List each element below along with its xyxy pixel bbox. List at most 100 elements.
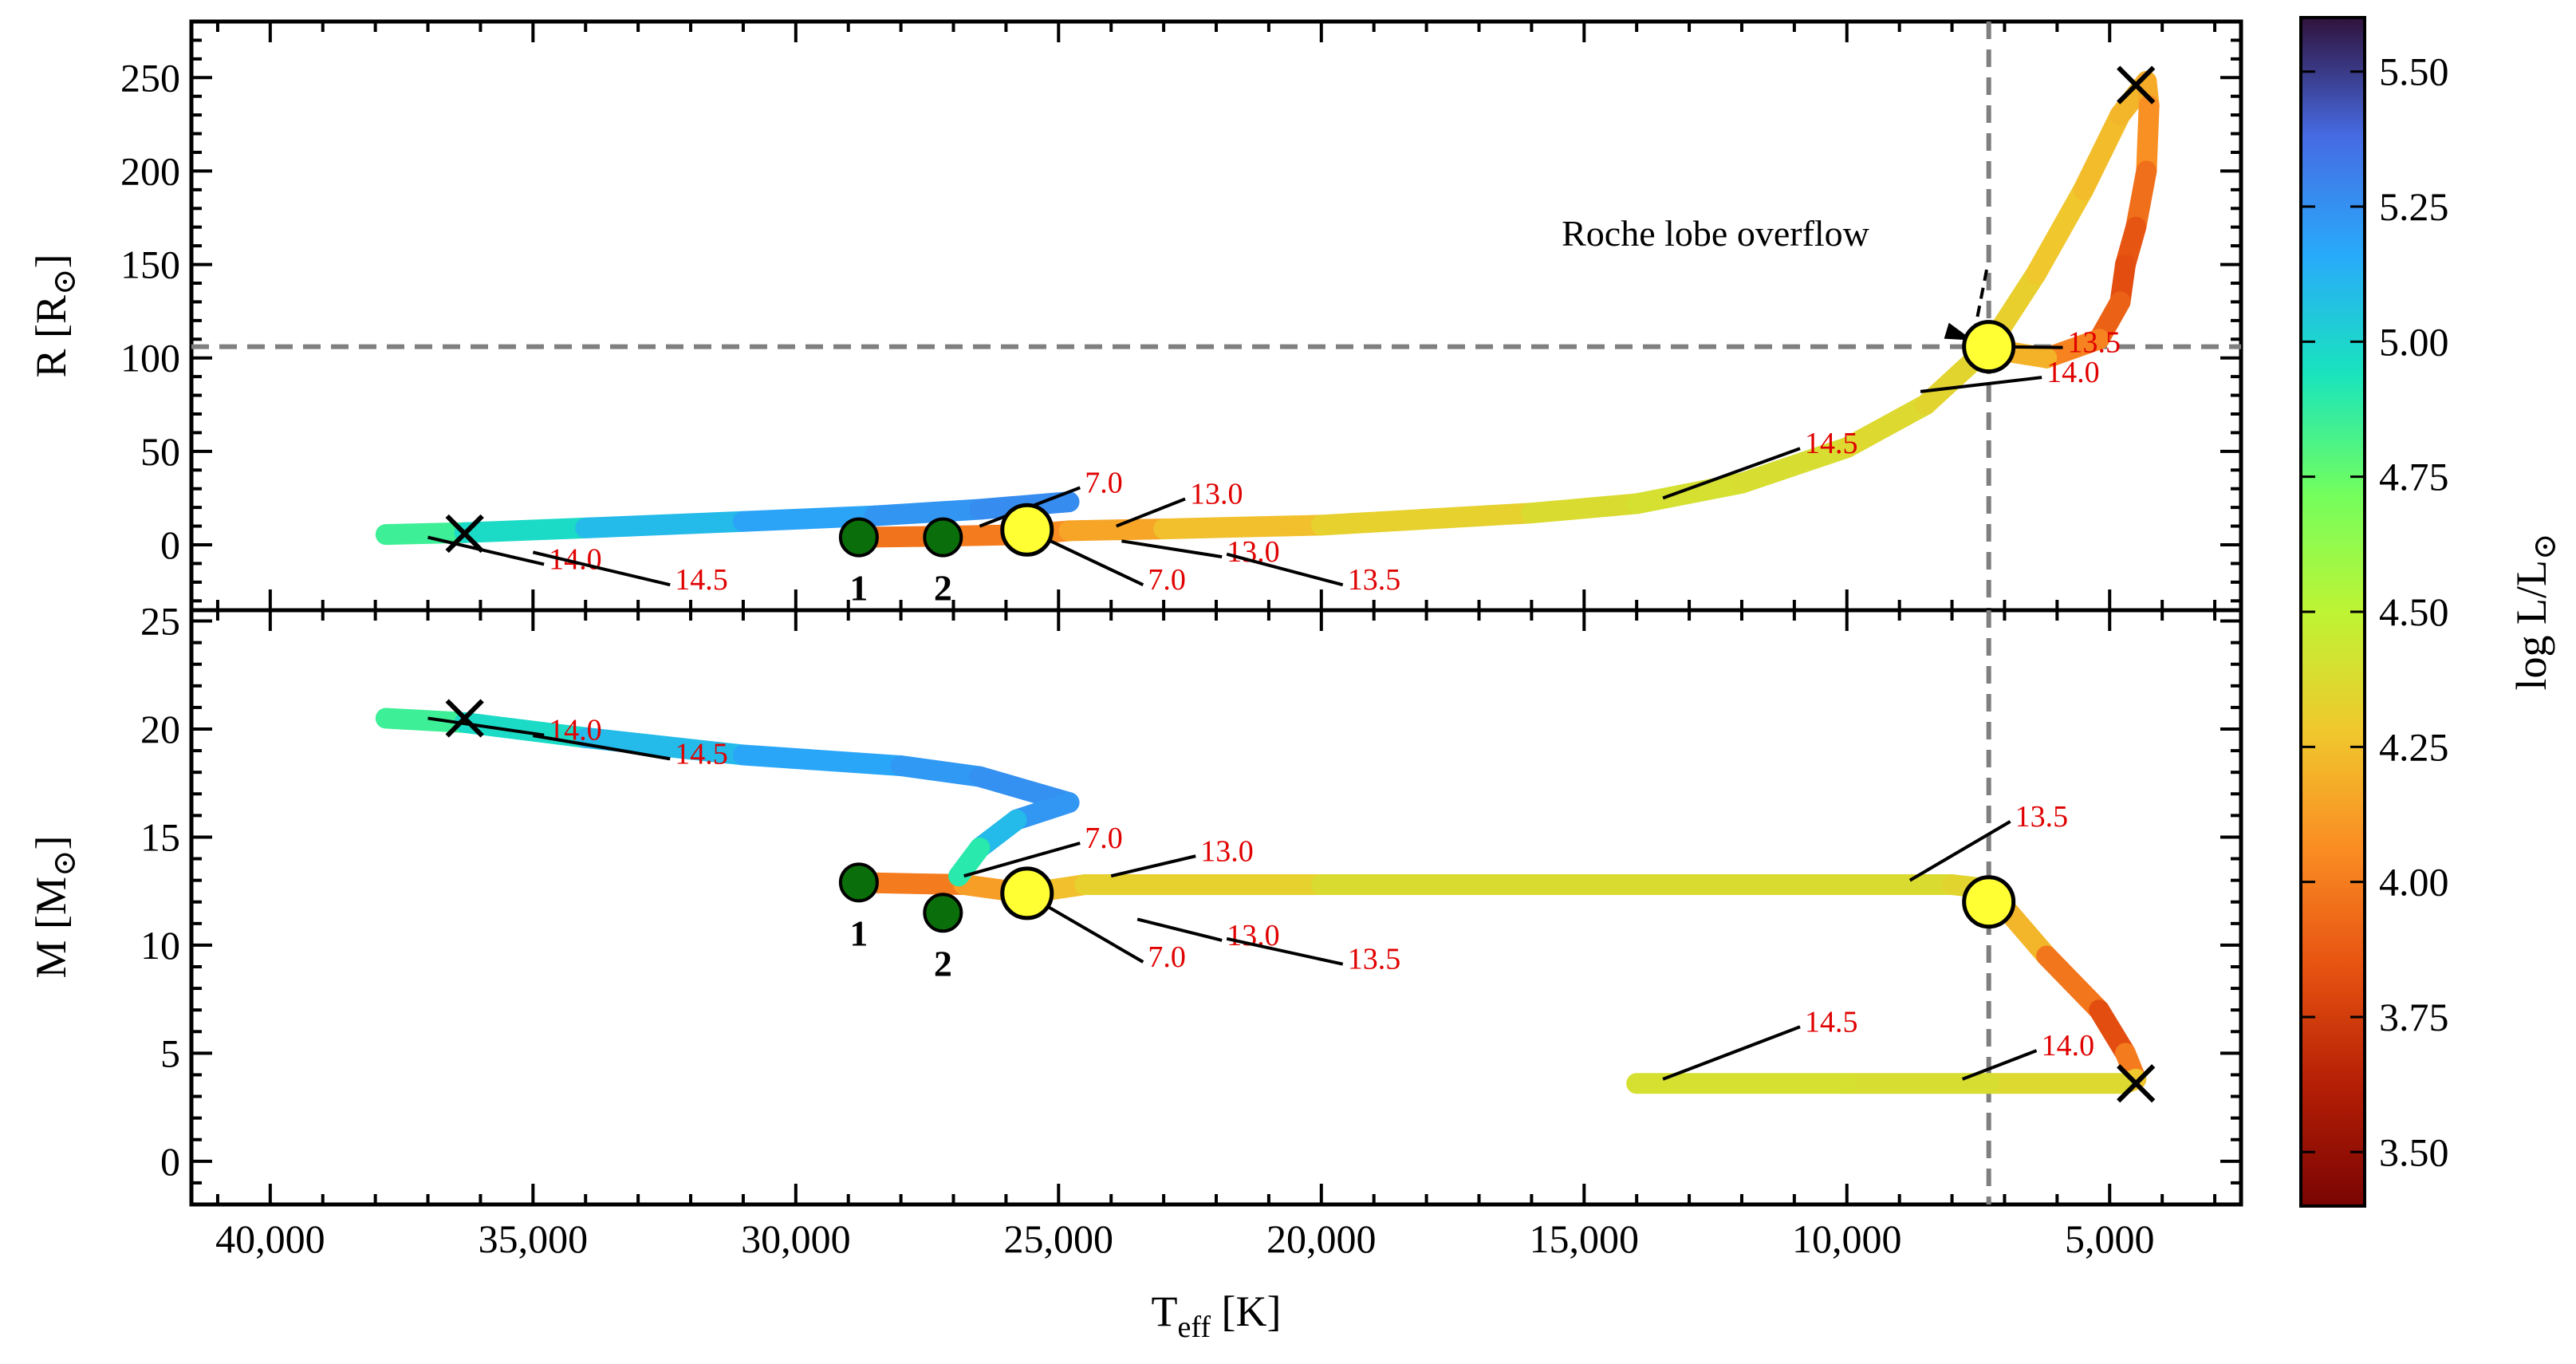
y-tick-label: 250 <box>120 55 180 100</box>
age-label-leader <box>1962 1049 2038 1081</box>
zams-marker <box>923 517 963 558</box>
track-segment <box>1058 518 1175 542</box>
age-label-leader <box>532 734 671 761</box>
x-tick-label: 5,000 <box>2065 1216 2155 1261</box>
y-tick-label: 15 <box>140 814 180 859</box>
age-label-leader <box>1110 854 1196 878</box>
track-segment <box>1153 514 1332 540</box>
zams-marker-label: 2 <box>934 568 952 609</box>
x-tick-label: 30,000 <box>741 1216 851 1261</box>
mass-panel-overlay: 7.07.013.013.013.514.014.513.514.014.512 <box>427 699 2156 1103</box>
age-label-leader <box>1908 820 2011 882</box>
y-tick-label: 5 <box>160 1031 180 1075</box>
rlof-marker <box>1000 503 1054 557</box>
track-segment <box>732 744 912 777</box>
age-label: 13.5 <box>2068 326 2121 360</box>
colorbar: 3.50 3.75 4.00 4.25 4.50 4.75 5.00 5.25 5.50 <box>2299 16 2449 1208</box>
track-segment <box>890 755 991 787</box>
age-label: 13.0 <box>1200 834 1254 868</box>
rlof-marker <box>1962 875 2016 929</box>
age-label: 13.0 <box>1227 535 1280 569</box>
track-segment <box>732 505 885 532</box>
track-segment <box>575 727 754 766</box>
y-tick-label: 20 <box>140 707 180 751</box>
end-marker <box>445 699 484 738</box>
track-segment <box>1731 437 1857 494</box>
track-segment <box>1626 472 1752 514</box>
y-tick-label: 0 <box>160 522 180 567</box>
y-tick-label: 50 <box>140 429 180 474</box>
track-segment <box>375 522 475 546</box>
age-label-leader <box>1121 539 1223 559</box>
age-label: 14.0 <box>2042 1029 2095 1062</box>
x-axis: 40,000 35,000 30,000 25,000 20,000 15,000 10,0… <box>215 1216 2154 1261</box>
track-segment <box>1836 394 1936 459</box>
y-tick-label: 0 <box>160 1139 180 1184</box>
age-label: 14.5 <box>1805 427 1858 460</box>
zams-marker <box>923 893 963 933</box>
colorbar-ticks: 3.50 3.75 4.00 4.25 4.50 4.75 5.00 5.25 5.50 <box>2301 49 2449 1174</box>
colorbar-tick-label: 3.50 <box>2379 1129 2449 1174</box>
age-label: 13.5 <box>2015 800 2069 834</box>
y-tick-label: 10 <box>140 923 180 968</box>
annotation-label: Roche lobe overflow <box>1562 213 1870 254</box>
age-label-leader <box>1662 1025 1801 1081</box>
mass-y-axis-label: M [M⊙] <box>27 835 82 978</box>
colorbar-tick-label: 3.75 <box>2379 995 2449 1039</box>
colorbar-tick-label: 5.00 <box>2379 319 2449 364</box>
track-segment <box>575 511 754 538</box>
age-label-leader <box>1226 936 1344 966</box>
age-label: 14.5 <box>1805 1005 1858 1039</box>
zams-marker-label: 1 <box>849 568 868 609</box>
y-tick-label: 150 <box>120 242 180 287</box>
zams-marker <box>838 862 879 903</box>
age-label-leader <box>1226 552 1344 587</box>
colorbar-tick-label: 5.50 <box>2379 49 2449 94</box>
end-marker <box>445 514 484 554</box>
x-tick-label: 35,000 <box>479 1216 589 1261</box>
mass-panel-ticks: 0 5 10 15 20 25 <box>140 599 2241 1206</box>
colorbar-label: log L/L⊙ <box>2507 534 2562 691</box>
age-label-leader <box>1920 376 2042 393</box>
age-label-leader <box>1116 497 1186 528</box>
track-segment <box>2073 104 2131 200</box>
age-label: 7.0 <box>1085 466 1123 499</box>
track-segment <box>454 517 597 543</box>
y-tick-label: 200 <box>120 148 180 193</box>
y-tick-label: 100 <box>120 336 180 380</box>
radius-y-axis-label: R [R⊙] <box>27 254 82 377</box>
y-tick-label: 25 <box>140 599 180 644</box>
colorbar-tick-label: 5.25 <box>2379 184 2449 229</box>
x-axis-label: Teff [K] <box>1152 1287 1282 1344</box>
x-tick-label: 20,000 <box>1266 1216 1377 1261</box>
age-label: 7.0 <box>1148 563 1186 597</box>
age-label-leader <box>427 716 545 737</box>
track-segment <box>948 838 991 887</box>
track-segment <box>1310 503 1542 536</box>
age-label-leader <box>1662 447 1801 500</box>
x-tick-label: 25,000 <box>1004 1216 1114 1261</box>
track-segment <box>1521 493 1648 524</box>
age-label: 14.5 <box>675 737 728 771</box>
age-label: 13.5 <box>1348 943 1401 976</box>
colorbar-tick-label: 4.50 <box>2379 589 2449 634</box>
age-label-leader <box>963 842 1081 878</box>
age-label: 7.0 <box>1148 940 1186 974</box>
age-label: 14.0 <box>2046 356 2100 389</box>
track-segment <box>2036 945 2110 1021</box>
colorbar-tick-label: 4.25 <box>2379 724 2449 769</box>
x-tick-label: 10,000 <box>1792 1216 1902 1261</box>
colorbar-tick-label: 4.00 <box>2379 860 2449 905</box>
age-label-leader <box>532 550 671 587</box>
rlof-marker <box>1000 866 1054 921</box>
zams-marker <box>838 517 879 558</box>
age-label-leader <box>1031 896 1144 964</box>
age-label-leader <box>427 535 545 566</box>
radius-track-2 <box>375 491 1080 546</box>
track-segment <box>864 499 991 526</box>
x-tick-label: 40,000 <box>215 1216 325 1261</box>
x-tick-label: 15,000 <box>1530 1216 1640 1261</box>
zams-marker-label: 1 <box>849 913 868 953</box>
